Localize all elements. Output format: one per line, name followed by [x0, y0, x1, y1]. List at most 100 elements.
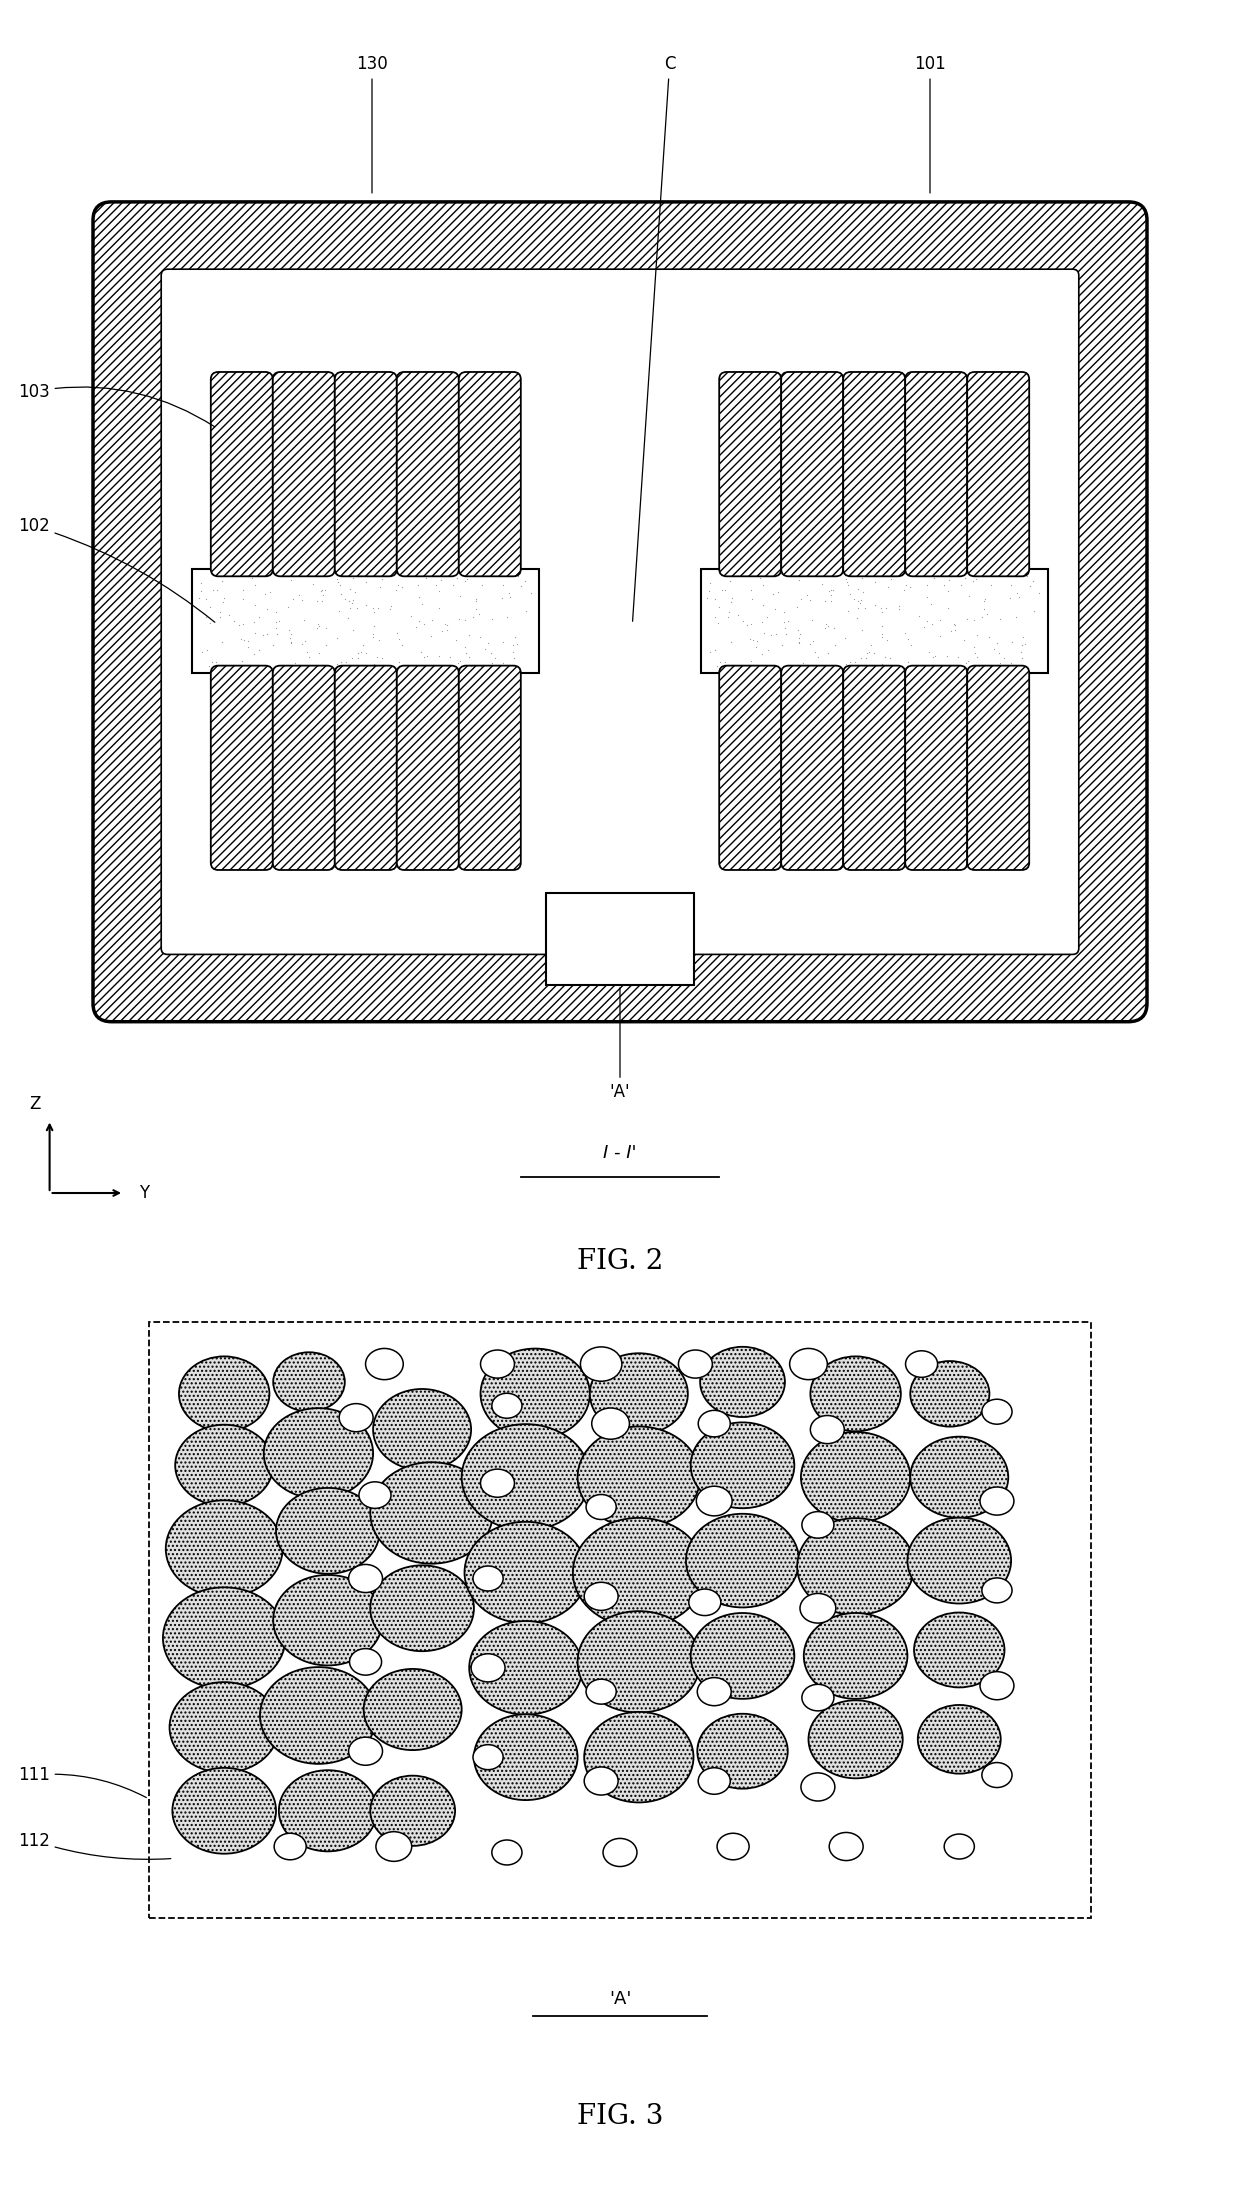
Circle shape	[472, 1744, 503, 1770]
Point	[774, 594, 794, 629]
Point	[356, 636, 376, 671]
Point	[807, 640, 827, 675]
Circle shape	[697, 1486, 732, 1516]
Point	[763, 577, 782, 612]
Point	[848, 583, 868, 618]
Text: Z: Z	[29, 1095, 41, 1114]
Point	[466, 583, 486, 618]
Circle shape	[461, 1425, 590, 1530]
Point	[436, 612, 456, 647]
Point	[414, 605, 434, 640]
Circle shape	[980, 1672, 1014, 1700]
Point	[818, 636, 838, 671]
Point	[823, 572, 843, 607]
Point	[746, 629, 766, 664]
Point	[316, 610, 336, 645]
Point	[368, 623, 388, 658]
Text: FIG. 3: FIG. 3	[577, 2102, 663, 2130]
Circle shape	[691, 1613, 795, 1700]
Circle shape	[908, 1519, 1011, 1604]
Point	[820, 572, 839, 607]
Point	[923, 605, 942, 640]
Point	[347, 590, 367, 625]
Text: Y: Y	[139, 1184, 149, 1202]
Point	[825, 610, 844, 645]
Point	[201, 590, 221, 625]
Circle shape	[811, 1416, 844, 1444]
Point	[978, 618, 998, 653]
Point	[789, 621, 808, 656]
Point	[758, 634, 777, 669]
Point	[233, 607, 253, 642]
Point	[289, 579, 309, 614]
Point	[790, 616, 810, 651]
Point	[372, 562, 392, 597]
Point	[817, 607, 837, 642]
Point	[440, 640, 460, 675]
Point	[872, 610, 892, 645]
Point	[975, 583, 994, 618]
Circle shape	[474, 1715, 578, 1800]
Point	[370, 570, 389, 605]
Point	[392, 570, 412, 605]
Point	[206, 645, 226, 680]
Point	[821, 572, 841, 607]
Circle shape	[905, 1350, 937, 1377]
Point	[466, 581, 486, 616]
Point	[836, 562, 856, 597]
FancyBboxPatch shape	[905, 666, 967, 870]
Point	[851, 640, 870, 675]
Point	[839, 557, 859, 592]
Point	[880, 640, 900, 675]
Point	[315, 572, 335, 607]
Point	[714, 645, 734, 680]
Circle shape	[797, 1519, 914, 1615]
FancyBboxPatch shape	[843, 666, 905, 870]
Point	[507, 627, 527, 662]
Point	[945, 612, 965, 647]
Point	[429, 590, 449, 625]
Point	[456, 636, 476, 671]
Point	[306, 612, 326, 647]
Text: I - I': I - I'	[603, 1143, 637, 1162]
Point	[712, 572, 732, 607]
Circle shape	[279, 1770, 377, 1851]
Point	[503, 640, 523, 675]
Text: FIG. 2: FIG. 2	[577, 1248, 663, 1276]
Point	[983, 631, 1003, 666]
Point	[414, 640, 434, 675]
Point	[207, 572, 227, 607]
Circle shape	[371, 1776, 455, 1846]
Text: C: C	[632, 55, 676, 621]
Point	[1021, 568, 1040, 603]
Text: 103: 103	[17, 382, 215, 426]
FancyBboxPatch shape	[211, 666, 273, 870]
Point	[1002, 625, 1022, 660]
Circle shape	[591, 1407, 630, 1440]
Point	[347, 640, 367, 675]
Point	[975, 592, 994, 627]
FancyBboxPatch shape	[397, 666, 459, 870]
Circle shape	[260, 1667, 377, 1763]
Point	[959, 645, 978, 680]
Point	[956, 645, 976, 680]
Point	[981, 568, 1001, 603]
Circle shape	[492, 1840, 522, 1866]
Circle shape	[590, 1353, 688, 1433]
Point	[244, 588, 264, 623]
Point	[503, 627, 523, 662]
Point	[787, 612, 807, 647]
Point	[872, 590, 892, 625]
Text: 130: 130	[356, 55, 388, 192]
Point	[257, 592, 277, 627]
Point	[723, 581, 743, 616]
Point	[492, 581, 512, 616]
Circle shape	[363, 1669, 461, 1750]
Point	[459, 640, 479, 675]
Circle shape	[481, 1468, 515, 1497]
Point	[417, 638, 436, 673]
Point	[924, 559, 944, 594]
Point	[1013, 618, 1033, 653]
Point	[446, 562, 466, 597]
Point	[991, 601, 1011, 636]
